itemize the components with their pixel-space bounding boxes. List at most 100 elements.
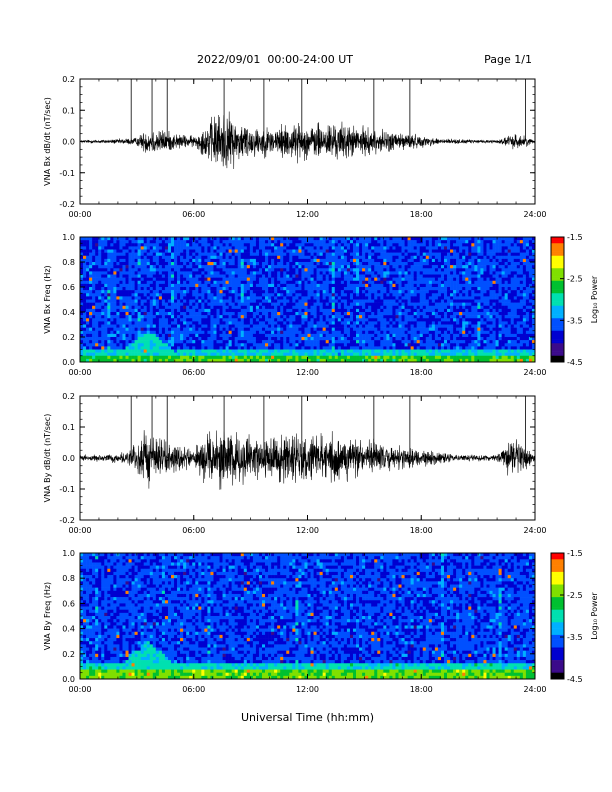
spectrogram-cell	[262, 240, 266, 244]
spectrogram-cell	[295, 352, 299, 357]
spectrogram-cell	[101, 240, 105, 244]
spectrogram-cell	[231, 324, 235, 328]
spectrogram-cell	[310, 274, 314, 278]
spectrogram-cell	[155, 237, 160, 241]
spectrogram-cell	[419, 262, 424, 266]
spectrogram-cell	[213, 290, 217, 294]
spectrogram-cell	[128, 302, 132, 307]
spectrogram-cell	[295, 265, 299, 269]
spectrogram-cell	[286, 268, 290, 272]
spectrogram-cell	[113, 243, 117, 247]
spectrogram-cell	[383, 343, 387, 347]
spectrogram-cell	[101, 296, 105, 300]
spectrogram-cell	[107, 302, 111, 307]
spectrogram-cell	[437, 246, 442, 250]
spectrogram-cell	[286, 330, 290, 335]
spectrogram-cell	[164, 340, 169, 344]
spectrogram-cell	[107, 324, 111, 328]
spectrogram-cell	[334, 315, 339, 319]
spectrogram-cell	[319, 237, 323, 241]
spectrogram-cell	[204, 337, 208, 341]
spectrogram-cell	[198, 240, 202, 244]
spectrogram-cell	[313, 277, 317, 282]
spectrogram-cell	[116, 252, 120, 257]
spectrogram-cell	[119, 349, 123, 353]
spectrogram-cell	[201, 258, 205, 263]
spectrogram-cell	[89, 293, 93, 297]
spectrogram-cell	[216, 262, 220, 266]
spectrogram-cell	[392, 296, 396, 300]
spectrogram-cell	[213, 258, 217, 263]
spectrogram-cell	[255, 265, 260, 269]
spectrogram-cell	[268, 277, 272, 282]
spectrogram-cell	[255, 262, 260, 266]
spectrogram-cell	[189, 246, 193, 250]
spectrogram-cell	[131, 330, 135, 335]
spectrogram-cell	[128, 246, 132, 250]
spectrogram-cell	[271, 340, 275, 344]
spectrogram-cell	[444, 355, 448, 360]
spectrogram-cell	[392, 258, 396, 263]
spectrogram-cell	[104, 277, 108, 282]
spectrogram-cell	[167, 349, 172, 353]
spectrogram-cell	[234, 252, 239, 257]
spectrogram-cell	[107, 330, 111, 335]
spectrogram-cell	[252, 296, 257, 300]
spectrogram-cell	[122, 333, 126, 338]
spectrogram-cell	[89, 327, 93, 332]
spectrogram-cell	[340, 271, 345, 275]
spectrogram-cell	[313, 352, 317, 357]
spectrogram-cell	[83, 277, 87, 282]
spectrogram-cell	[319, 283, 323, 288]
spectrogram-cell	[407, 274, 411, 278]
spectrogram-cell	[319, 252, 323, 257]
spectrogram-cell	[428, 277, 433, 282]
spectrogram-cell	[410, 252, 414, 257]
spectrogram-cell	[286, 308, 290, 313]
spectrogram-cell	[346, 280, 351, 285]
spectrogram-cell	[252, 237, 257, 241]
spectrogram-cell	[301, 246, 305, 250]
spectrogram-cell	[265, 327, 269, 332]
spectrogram-cell	[198, 271, 202, 275]
spectrogram-cell	[298, 262, 302, 266]
spectrogram-cell	[331, 258, 336, 263]
spectrogram-cell	[353, 302, 357, 307]
spectrogram-cell	[174, 277, 178, 282]
spectrogram-cell	[101, 246, 105, 250]
spectrogram-cell	[140, 255, 144, 260]
spectrogram-cell	[143, 327, 148, 332]
spectrogram-cell	[210, 243, 214, 247]
spectrogram-cell	[201, 274, 205, 278]
spectrogram-cell	[152, 330, 157, 335]
spectrogram-cell	[349, 346, 354, 350]
spectrogram-cell	[280, 280, 284, 285]
spectrogram-cell	[89, 299, 93, 303]
spectrogram-cell	[392, 246, 396, 250]
spectrogram-cell	[389, 318, 393, 322]
spectrogram-cell	[265, 258, 269, 263]
spectrogram-cell	[392, 352, 396, 357]
spectrogram-cell	[325, 333, 330, 338]
spectrogram-cell	[122, 246, 126, 250]
spectrogram-cell	[325, 302, 330, 307]
spectrogram-cell	[201, 293, 205, 297]
spectrogram-cell	[380, 258, 384, 263]
spectrogram-cell	[207, 243, 211, 247]
spectrogram-cell	[192, 243, 196, 247]
spectrogram-cell	[255, 287, 260, 291]
spectrogram-cell	[137, 265, 141, 269]
spectrogram-cell	[167, 318, 172, 322]
spectrogram-cell	[219, 318, 223, 322]
spectrogram-cell	[101, 355, 105, 360]
spectrogram-cell	[146, 302, 151, 307]
spectrogram-cell	[155, 265, 160, 269]
spectrogram-cell	[268, 340, 272, 344]
spectrogram-cell	[92, 318, 96, 322]
spectrogram-cell	[319, 262, 323, 266]
spectrogram-cell	[307, 262, 311, 266]
spectrogram-cell	[437, 274, 442, 278]
spectrogram-cell	[334, 358, 339, 363]
spectrogram-cell	[289, 293, 293, 297]
spectrogram-cell	[122, 312, 126, 316]
